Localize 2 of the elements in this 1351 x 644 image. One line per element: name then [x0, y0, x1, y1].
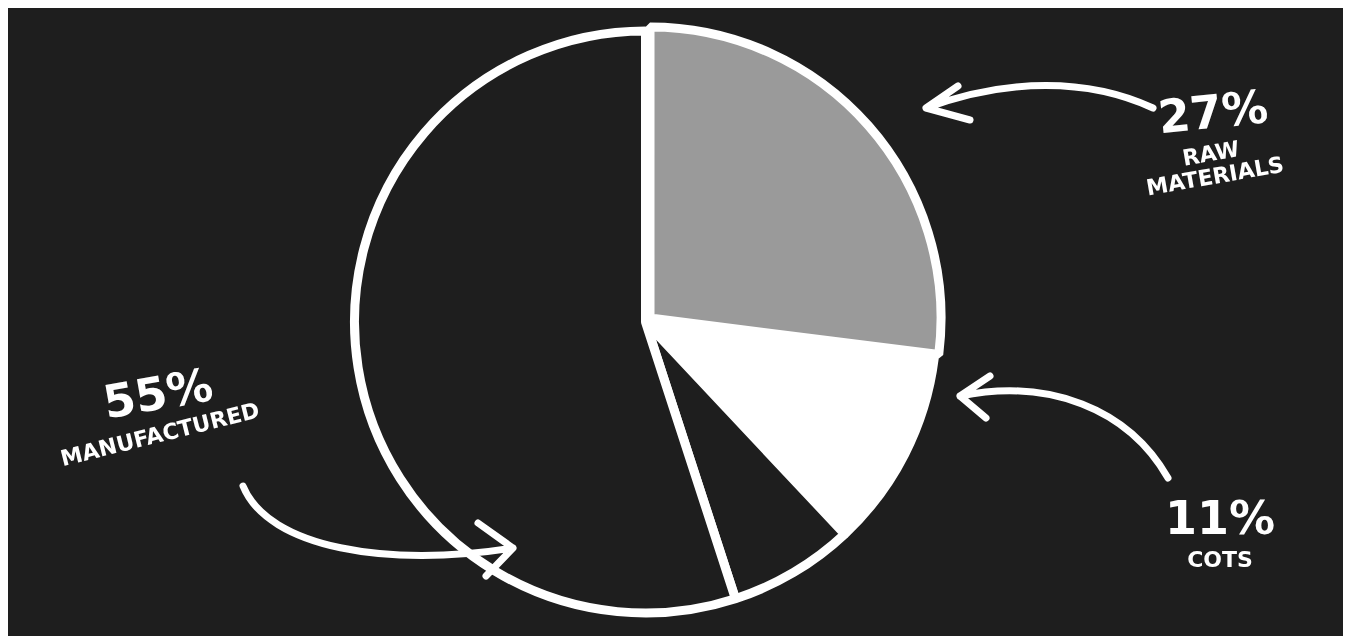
- data-label: 11%: [1164, 491, 1276, 546]
- slice-label: COTS: [1186, 547, 1254, 573]
